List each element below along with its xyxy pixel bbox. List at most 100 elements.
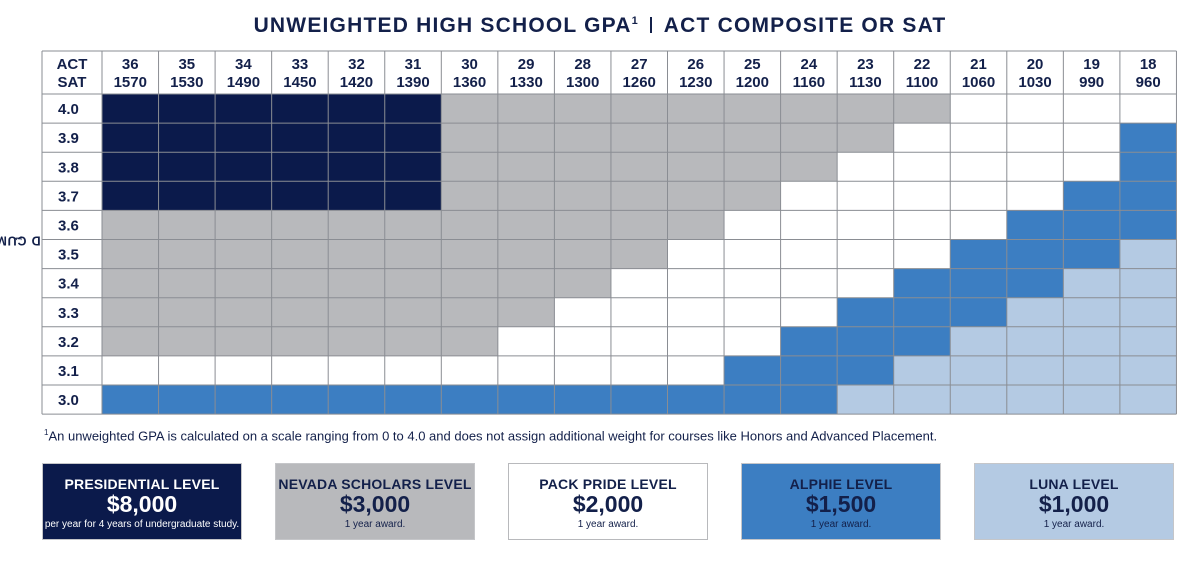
award-cell-nevada	[328, 326, 385, 356]
award-cell-nevada	[271, 268, 329, 298]
row-label-gpa: 3.1	[58, 363, 79, 380]
legend-nevada-scholars: NEVADA SCHOLARS LEVEL $3,000 1 year awar…	[275, 463, 475, 540]
award-cell-nevada	[215, 239, 272, 269]
award-cell-nevada	[554, 181, 611, 211]
column-header-act: 26	[687, 56, 704, 73]
award-cell-nevada	[158, 326, 216, 356]
footnote: 1An unweighted GPA is calculated on a sc…	[44, 428, 937, 443]
award-cell-nevada	[215, 297, 272, 327]
award-cell-nevada	[610, 239, 668, 269]
award-cell-alphie	[837, 355, 894, 385]
footnote-text: An unweighted GPA is calculated on a sca…	[48, 428, 938, 444]
award-cell-alphie	[1006, 268, 1064, 298]
column-header-sat: 1530	[170, 74, 203, 91]
award-cell-alphie	[1119, 123, 1177, 153]
row-label-gpa: 3.5	[58, 247, 79, 264]
corner-label-act: ACT	[57, 56, 88, 73]
title-left: UNWEIGHTED HIGH SCHOOL GPA	[253, 14, 632, 37]
award-cell-pack	[1006, 181, 1064, 211]
award-cell-nevada	[497, 239, 555, 269]
award-cell-nevada	[893, 94, 951, 124]
row-label-gpa: 3.7	[58, 188, 79, 205]
award-cell-alphie	[1006, 239, 1064, 269]
award-cell-nevada	[780, 152, 838, 182]
award-cell-pack	[441, 355, 498, 385]
award-cell-nevada	[441, 268, 498, 298]
award-cell-alphie	[837, 297, 894, 327]
award-cell-nevada	[441, 326, 498, 356]
column-header-act: 29	[518, 56, 535, 73]
award-cell-pack	[1006, 94, 1064, 124]
award-cell-pack	[893, 181, 951, 211]
column-header-act: 30	[461, 56, 478, 73]
award-cell-nevada	[158, 297, 216, 327]
column-header-sat: 1420	[340, 74, 373, 91]
award-cell-pack	[554, 326, 611, 356]
award-cell-pack	[837, 181, 894, 211]
column-header-act: 36	[122, 56, 139, 73]
award-cell-pack	[780, 239, 838, 269]
column-header-sat: 1490	[227, 74, 260, 91]
legend-pack-pride-name: PACK PRIDE LEVEL	[539, 476, 677, 492]
row-label-gpa: 3.9	[58, 130, 79, 147]
award-cell-pack	[837, 210, 894, 240]
award-cell-pack	[1063, 94, 1120, 124]
award-cell-pack	[780, 181, 838, 211]
award-cell-nevada	[441, 181, 498, 211]
award-cell-alphie	[328, 385, 385, 415]
award-cell-luna	[893, 385, 951, 415]
award-cell-pack	[1006, 123, 1064, 153]
award-cell-presidential	[328, 181, 385, 211]
award-cell-alphie	[441, 385, 498, 415]
award-cell-nevada	[780, 94, 838, 124]
row-label-cell	[42, 326, 102, 356]
award-cell-pack	[610, 326, 668, 356]
row-label-cell	[42, 94, 102, 124]
award-cell-pack	[610, 268, 668, 298]
column-header-sat: 1030	[1018, 74, 1051, 91]
award-cell-nevada	[667, 181, 725, 211]
award-cell-pack	[724, 268, 781, 298]
award-cell-alphie	[1119, 210, 1177, 240]
award-cell-presidential	[384, 94, 442, 124]
row-label-gpa: 3.4	[58, 276, 80, 293]
award-cell-nevada	[328, 297, 385, 327]
award-cell-presidential	[328, 152, 385, 182]
award-cell-pack	[950, 210, 1007, 240]
award-cell-luna	[1119, 385, 1177, 415]
award-cell-presidential	[102, 94, 159, 124]
award-cell-presidential	[271, 94, 329, 124]
award-cell-luna	[1119, 239, 1177, 269]
row-label-cell	[42, 355, 102, 385]
award-cell-alphie	[837, 326, 894, 356]
award-cell-nevada	[441, 239, 498, 269]
award-cell-nevada	[215, 326, 272, 356]
row-label-cell	[42, 181, 102, 211]
award-cell-luna	[1063, 355, 1120, 385]
award-cell-presidential	[215, 123, 272, 153]
award-cell-presidential	[102, 123, 159, 153]
award-cell-nevada	[837, 94, 894, 124]
award-cell-pack	[667, 239, 725, 269]
award-cell-alphie	[158, 385, 216, 415]
legend-alphie-name: ALPHIE LEVEL	[789, 476, 893, 492]
award-cell-pack	[837, 152, 894, 182]
column-header-act: 20	[1027, 56, 1044, 73]
column-header-act: 25	[744, 56, 761, 73]
column-header-act: 32	[348, 56, 365, 73]
legend-nevada-scholars-name: NEVADA SCHOLARS LEVEL	[278, 476, 472, 492]
award-cell-alphie	[1006, 210, 1064, 240]
award-cell-nevada	[102, 268, 159, 298]
award-cell-nevada	[724, 123, 781, 153]
award-cell-nevada	[554, 210, 611, 240]
award-cell-pack	[384, 355, 442, 385]
award-cell-nevada	[497, 181, 555, 211]
award-cell-nevada	[441, 152, 498, 182]
award-cell-presidential	[271, 181, 329, 211]
legend-luna: LUNA LEVEL $1,000 1 year award.	[974, 463, 1174, 540]
award-cell-pack	[724, 297, 781, 327]
row-label-cell	[42, 385, 102, 415]
award-cell-luna	[1119, 355, 1177, 385]
award-cell-pack	[950, 94, 1007, 124]
award-cell-pack	[667, 355, 725, 385]
